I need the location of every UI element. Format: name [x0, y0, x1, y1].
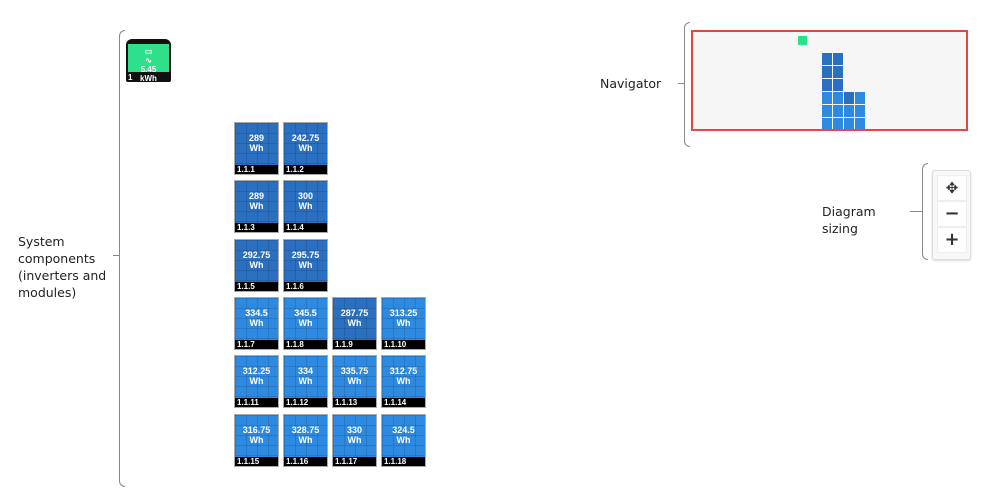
navigator-annotation: Navigator — [600, 76, 662, 91]
module-1.1.17[interactable]: 330 Wh 1.1.17 — [332, 413, 377, 467]
navigator-inverter — [798, 36, 807, 45]
module-1.1.15[interactable]: 316.75 Wh 1.1.15 — [234, 413, 279, 467]
navigator[interactable] — [691, 30, 968, 131]
inverter-id: 1 — [128, 73, 133, 82]
fit-to-screen-button[interactable]: ✥ — [937, 175, 967, 201]
module-1.1.1[interactable]: 289 Wh 1.1.1 — [234, 122, 279, 175]
module-id: 1.1.14 — [382, 398, 425, 408]
module-1.1.4[interactable]: 300 Wh 1.1.4 — [283, 180, 328, 234]
module-energy: 292.75 Wh — [242, 249, 271, 270]
zoom-in-button[interactable]: + — [937, 227, 967, 253]
module-id: 1.1.9 — [333, 339, 376, 349]
module-energy: 287.75 Wh — [340, 307, 369, 328]
sizing-bracket-tick — [910, 211, 922, 212]
module-energy: 345.5 Wh — [294, 307, 317, 328]
diagram-sizing-controls: ✥ − + — [932, 170, 971, 260]
module-id: 1.1.16 — [284, 456, 327, 466]
module-1.1.8[interactable]: 345.5 Wh 1.1.8 — [283, 296, 328, 350]
module-energy: 330 Wh — [346, 424, 363, 445]
navigator-module — [822, 92, 832, 104]
module-energy: 289 Wh — [248, 191, 265, 212]
module-id: 1.1.15 — [235, 456, 278, 466]
module-id: 1.1.7 — [235, 339, 278, 349]
module-1.1.7[interactable]: 334.5 Wh 1.1.7 — [234, 296, 279, 350]
module-id: 1.1.12 — [284, 398, 327, 408]
module-id: 1.1.3 — [235, 223, 278, 233]
navigator-module — [833, 105, 843, 117]
module-energy: 316.75 Wh — [242, 424, 271, 445]
module-id: 1.1.10 — [382, 339, 425, 349]
components-annotation: System components (inverters and modules… — [18, 234, 107, 300]
module-id: 1.1.6 — [284, 281, 327, 291]
module-energy: 312.75 Wh — [389, 366, 418, 387]
navigator-module — [822, 53, 832, 65]
module-energy: 289 Wh — [248, 133, 265, 153]
module-energy: 334 Wh — [297, 366, 314, 387]
module-1.1.10[interactable]: 313.25 Wh 1.1.10 — [381, 296, 426, 350]
module-energy: 328.75 Wh — [291, 424, 320, 445]
module-energy: 300 Wh — [297, 191, 314, 212]
module-id: 1.1.8 — [284, 339, 327, 349]
module-id: 1.1.11 — [235, 398, 278, 408]
module-id: 1.1.4 — [284, 223, 327, 233]
module-id: 1.1.2 — [284, 165, 327, 174]
navigator-module — [855, 118, 865, 130]
module-1.1.16[interactable]: 328.75 Wh 1.1.16 — [283, 413, 328, 467]
navigator-module — [855, 92, 865, 104]
sizing-bracket — [922, 163, 928, 260]
sizing-annotation: Diagram sizing — [822, 204, 876, 236]
navigator-module — [844, 92, 854, 104]
navigator-module — [833, 118, 843, 130]
navigator-module — [844, 105, 854, 117]
module-energy: 313.25 Wh — [389, 307, 418, 328]
navigator-module — [822, 79, 832, 91]
module-id: 1.1.5 — [235, 281, 278, 291]
components-bracket — [119, 30, 125, 487]
navigator-module — [844, 118, 854, 130]
navigator-module — [833, 92, 843, 104]
module-1.1.5[interactable]: 292.75 Wh 1.1.5 — [234, 238, 279, 292]
navigator-module — [833, 66, 843, 78]
module-energy: 295.75 Wh — [291, 249, 320, 270]
navigator-module — [822, 105, 832, 117]
module-1.1.14[interactable]: 312.75 Wh 1.1.14 — [381, 355, 426, 409]
navigator-module — [855, 105, 865, 117]
module-energy: 324.5 Wh — [392, 424, 415, 445]
module-1.1.11[interactable]: 312.25 Wh 1.1.11 — [234, 355, 279, 409]
navigator-bracket-tick — [678, 83, 684, 84]
zoom-out-button[interactable]: − — [937, 201, 967, 227]
inverter-icon: ▭ ∿ — [144, 47, 153, 65]
navigator-module — [833, 53, 843, 65]
module-1.1.13[interactable]: 335.75 Wh 1.1.13 — [332, 355, 377, 409]
navigator-module — [822, 66, 832, 78]
inverter[interactable]: ▭ ∿ 5.45 kWh 1 — [126, 39, 171, 83]
module-id: 1.1.17 — [333, 456, 376, 466]
module-id: 1.1.1 — [235, 165, 278, 174]
module-1.1.6[interactable]: 295.75 Wh 1.1.6 — [283, 238, 328, 292]
module-energy: 334.5 Wh — [245, 307, 268, 328]
module-1.1.2[interactable]: 242.75 Wh 1.1.2 — [283, 122, 328, 175]
module-id: 1.1.18 — [382, 456, 425, 466]
navigator-bracket — [684, 22, 690, 147]
module-energy: 242.75 Wh — [291, 133, 320, 153]
module-energy: 335.75 Wh — [340, 366, 369, 387]
module-1.1.12[interactable]: 334 Wh 1.1.12 — [283, 355, 328, 409]
navigator-module — [822, 118, 832, 130]
navigator-module — [833, 79, 843, 91]
module-energy: 312.25 Wh — [242, 366, 271, 387]
module-1.1.9[interactable]: 287.75 Wh 1.1.9 — [332, 296, 377, 350]
module-1.1.3[interactable]: 289 Wh 1.1.3 — [234, 180, 279, 234]
module-1.1.18[interactable]: 324.5 Wh 1.1.18 — [381, 413, 426, 467]
components-bracket-tick — [113, 255, 119, 256]
module-id: 1.1.13 — [333, 398, 376, 408]
